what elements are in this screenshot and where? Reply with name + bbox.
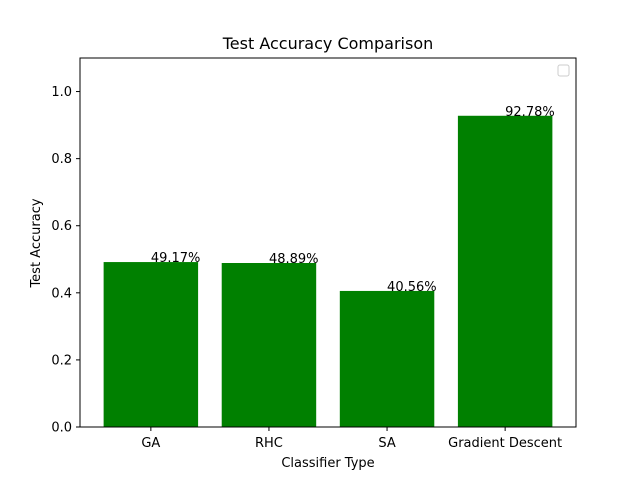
y-tick-label: 1.0 <box>51 85 72 100</box>
bar-rhc <box>221 263 317 427</box>
bar-ga <box>103 262 199 427</box>
x-tick-label: RHC <box>255 436 283 451</box>
plot-area: 0.0 0.2 0.4 0.6 0.8 1.0 GA RHC SA Gradient Descen… <box>51 57 577 451</box>
data-label: 48.89% <box>269 252 319 267</box>
y-tick-label: 0.4 <box>51 286 72 301</box>
bar-sa <box>339 290 435 427</box>
y-tick-label: 0.8 <box>51 152 72 167</box>
data-label: 40.56% <box>387 280 437 295</box>
x-tick-label: Gradient Descent <box>448 436 562 451</box>
data-label: 92.78% <box>505 105 555 120</box>
data-label: 49.17% <box>151 251 201 266</box>
y-axis-label: Test Accuracy <box>29 198 44 288</box>
y-tick-label: 0.6 <box>51 219 72 234</box>
bar-gradient-descent <box>457 115 553 428</box>
chart-title: Test Accuracy Comparison <box>222 34 434 53</box>
y-tick-label: 0.0 <box>51 421 72 436</box>
x-axis-label: Classifier Type <box>281 456 374 471</box>
x-tick-label: GA <box>141 436 160 451</box>
axes-frame <box>79 57 577 428</box>
x-tick-label: SA <box>378 436 395 451</box>
legend-box <box>557 64 570 77</box>
y-tick-label: 0.2 <box>51 353 72 368</box>
